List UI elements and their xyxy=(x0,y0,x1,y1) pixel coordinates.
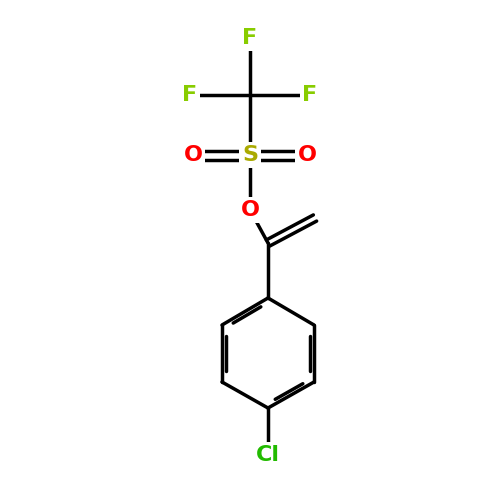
Text: O: O xyxy=(240,200,260,220)
Text: S: S xyxy=(242,145,258,165)
Text: F: F xyxy=(182,85,198,105)
Text: F: F xyxy=(242,28,258,48)
Text: Cl: Cl xyxy=(256,445,280,465)
Text: F: F xyxy=(302,85,318,105)
Text: O: O xyxy=(184,145,203,165)
Text: O: O xyxy=(298,145,316,165)
